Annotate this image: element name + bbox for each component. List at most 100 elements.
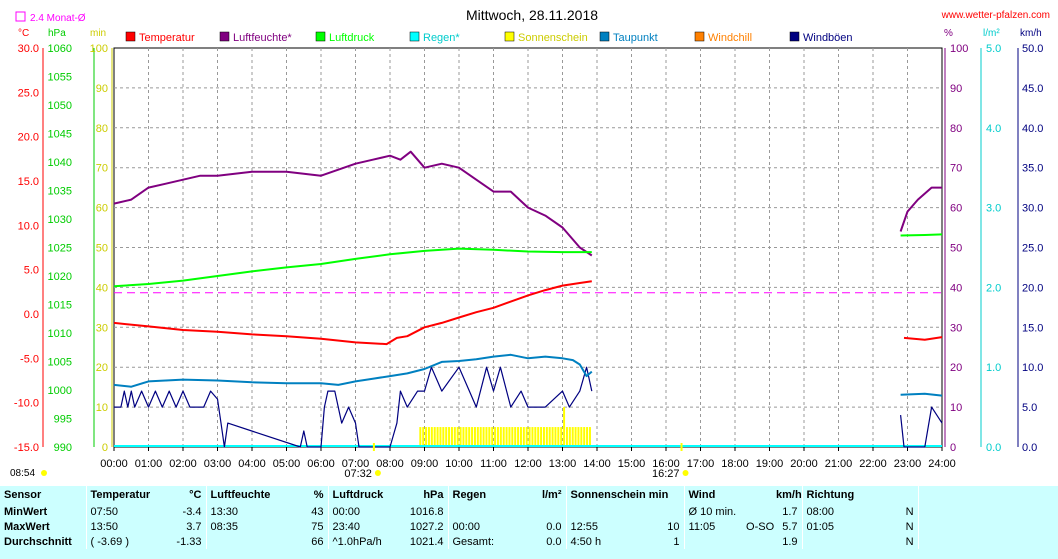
stats-press-time: 00:00 xyxy=(327,504,388,519)
stats-wind-value: 1.9 xyxy=(782,535,798,548)
sunshine-bar xyxy=(419,427,422,447)
temperature-tick-label: 30.0 xyxy=(18,43,39,55)
legend-label: Temperatur xyxy=(139,32,195,44)
wind-tick-label: 25.0 xyxy=(1022,243,1043,255)
sunshine-tick-label: 100 xyxy=(90,43,108,55)
sunshine-bar xyxy=(448,427,451,447)
weather-chart: 00:00 01:00 02:00 03:00 04:00 05:00 06:00 07:00… xyxy=(10,7,1050,480)
pressure-tick-label: 995 xyxy=(54,414,72,426)
stats-hum-time xyxy=(205,534,268,549)
pressure-tick-label: 1060 xyxy=(48,43,72,55)
avg-legend-marker xyxy=(15,11,26,22)
sunshine-bar xyxy=(514,427,517,447)
stats-wind-value: 5.7 xyxy=(782,520,798,533)
stats-sun-time: 12:55 xyxy=(565,519,628,534)
sunshine-bar xyxy=(450,427,453,447)
sunshine-bar xyxy=(505,427,508,447)
x-tick-label: 22:00 xyxy=(859,458,887,470)
sunshine-tick-label: 50 xyxy=(96,243,108,255)
legend-label: Regen* xyxy=(423,32,460,44)
stats-header-temp: Temperatur xyxy=(85,486,150,504)
x-tick-label: 24:00 xyxy=(928,458,956,470)
sunshine-bar xyxy=(456,427,459,447)
x-tick-label: 04:00 xyxy=(238,458,266,470)
x-tick-label: 02:00 xyxy=(169,458,197,470)
sunshine-tick-label: 40 xyxy=(96,282,108,294)
stats-press-time: ^1.0hPa/h xyxy=(327,534,388,549)
x-tick-label: 20:00 xyxy=(790,458,818,470)
left-time-sun-marker xyxy=(41,470,47,476)
stats-temp-value: 3.7 xyxy=(186,520,202,533)
sunshine-tick-label: 60 xyxy=(96,203,108,215)
x-tick-label: 03:00 xyxy=(204,458,232,470)
stats-rain-value: 0.0 xyxy=(546,535,562,548)
pressure-axis-unit: hPa xyxy=(48,28,66,39)
sunrise-marker xyxy=(374,470,381,476)
stats-sun-time: 4:50 h xyxy=(565,534,628,549)
pressure-tick-label: 1050 xyxy=(48,100,72,112)
stats-press-value: 1027.2 xyxy=(409,520,444,533)
humidity-tick-label: 30 xyxy=(950,322,962,334)
taupunkt-series-late xyxy=(900,392,943,397)
x-tick-label: 14:00 xyxy=(583,458,611,470)
stats-hum-value: 43 xyxy=(311,505,324,518)
sunshine-bar xyxy=(551,427,554,447)
sunshine-bar xyxy=(588,427,591,447)
avg-legend-label: 2.4 Monat-Ø xyxy=(30,13,86,24)
humidity-tick-label: 80 xyxy=(950,123,962,135)
stats-hum-value: 75 xyxy=(311,520,324,533)
stats-sun-value xyxy=(628,504,684,519)
wind-tick-label: 30.0 xyxy=(1022,203,1043,215)
windgust-series xyxy=(114,366,593,448)
sunshine-bar xyxy=(586,427,589,447)
sunshine-bar xyxy=(439,427,442,447)
sunshine-bar xyxy=(511,427,514,447)
legend-swatch xyxy=(504,31,515,42)
wind-tick-label: 10.0 xyxy=(1022,362,1043,374)
luftdruck-series xyxy=(113,247,592,288)
sunshine-bar xyxy=(531,427,534,447)
sunshine-bar xyxy=(462,427,465,447)
x-tick-label: 11:00 xyxy=(480,458,507,470)
stats-temp-value: -1.33 xyxy=(176,535,202,548)
sunshine-bar xyxy=(519,427,522,447)
stats-header-press-unit: hPa xyxy=(423,489,444,501)
stats-wind-direction: O-SO xyxy=(746,520,775,533)
legend-swatch xyxy=(409,31,420,42)
x-tick-label: 19:00 xyxy=(756,458,784,470)
stats-row-label: MaxWert xyxy=(4,520,50,533)
sunshine-bar xyxy=(471,427,474,447)
pressure-tick-label: 990 xyxy=(54,442,72,454)
stats-wind-time xyxy=(683,534,743,549)
temperature-tick-label: 25.0 xyxy=(18,87,39,99)
temperatur-series xyxy=(113,280,592,346)
pressure-tick-label: 1025 xyxy=(48,243,72,255)
luftfeuchte-series-late xyxy=(899,186,942,232)
stats-dir-time: 08:00 xyxy=(801,504,863,519)
legend-swatch xyxy=(219,31,230,42)
x-tick-label: 01:00 xyxy=(135,458,163,470)
grid xyxy=(113,47,943,448)
x-tick-label: 15:00 xyxy=(618,458,646,470)
sunshine-bar xyxy=(502,427,505,447)
sunshine-bar xyxy=(442,427,445,447)
wind-tick-label: 45.0 xyxy=(1022,83,1043,95)
statistics-table: Sensor Temperatur °C Luftfeuchte % Luftd… xyxy=(0,486,1058,549)
sunshine-bar xyxy=(574,427,577,447)
stats-press-time: 23:40 xyxy=(327,519,388,534)
stats-rain-time xyxy=(447,504,508,519)
site-link[interactable]: www.wetter-pfalzen.com xyxy=(941,10,1050,21)
stats-temp-time: ( -3.69 ) xyxy=(85,534,146,549)
stats-hum-time: 13:30 xyxy=(205,504,268,519)
stats-header-temp-unit: °C xyxy=(189,489,202,501)
legend-label: Luftfeuchte* xyxy=(233,32,292,44)
sunshine-bar xyxy=(473,427,476,447)
rain-tick-label: 3.0 xyxy=(986,203,1001,215)
pressure-tick-label: 1015 xyxy=(48,300,72,312)
stats-sun-time xyxy=(565,504,628,519)
stats-header-rain-unit: l/m² xyxy=(541,489,562,501)
sunshine-bar xyxy=(577,427,580,447)
sunshine-bar xyxy=(445,427,448,447)
stats-row-label: MinWert xyxy=(4,505,48,518)
